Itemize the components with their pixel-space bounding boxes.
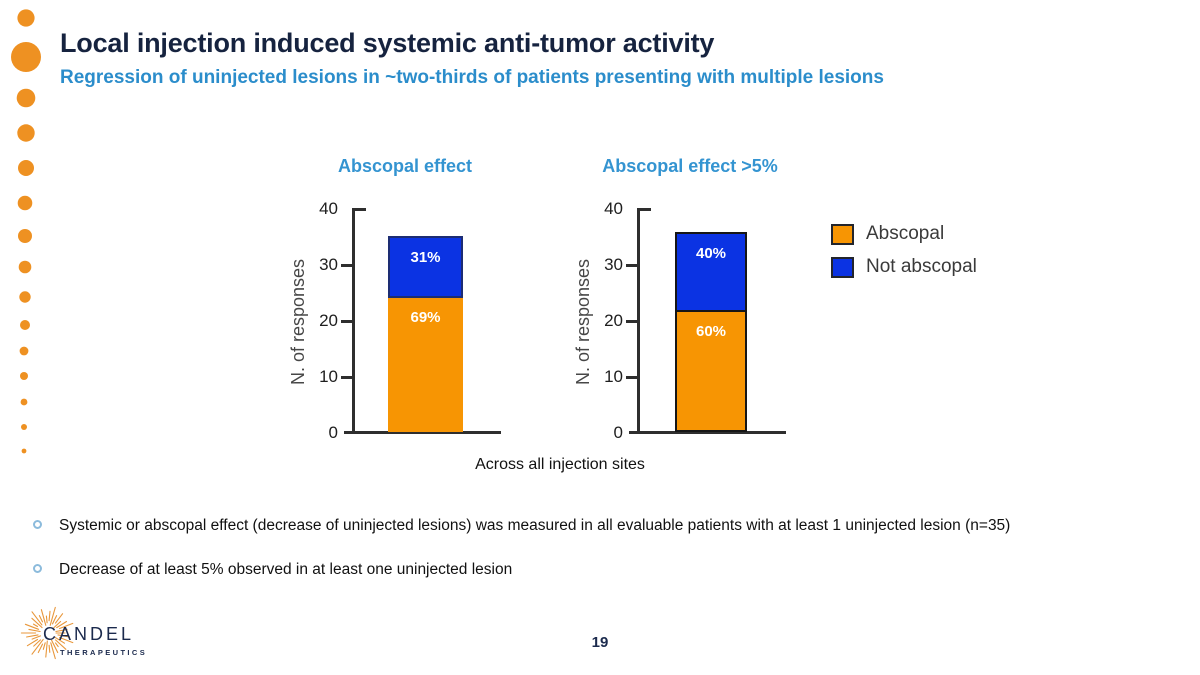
tick-label: 0 [613,423,623,442]
y-axis-line [352,209,355,434]
chart-title: Abscopal effect >5% [602,156,778,176]
tick-mark [341,375,352,379]
stacked-bar: 31% 69% [388,236,463,432]
tick-label: 20 [604,311,623,330]
segment-percent-label: 40% [695,245,727,262]
header: Local injection induced systemic anti-tu… [60,28,1160,89]
x-axis-line [344,431,501,434]
plot-area: N. of responses 40% 60% 0 10 20 30 40 [573,199,797,442]
legend-label: Abscopal [866,223,945,244]
tick-mark [341,319,352,323]
bullet-circle-icon [33,520,42,529]
bullet-list: Systemic or abscopal effect (decrease of… [33,516,1173,604]
tick-label: 0 [328,423,338,442]
legend-item-not-abscopal: Not abscopal [831,256,977,278]
tick-label: 30 [604,255,623,274]
tick-label: 30 [319,255,338,274]
page-number: 19 [591,634,609,651]
dot-rail-decoration [11,9,41,454]
tick-label: 10 [604,367,623,386]
chart-title: Abscopal effect [337,156,473,176]
legend-label: Not abscopal [866,256,977,277]
tick-label: 40 [604,199,623,218]
bar-segment-abscopal: 60% [677,312,745,430]
chart-abscopal-effect: Abscopal effect N. of responses 31% 69% 0… [285,156,525,456]
bar-segment-abscopal: 69% [388,298,463,432]
bar-segment-not-abscopal: 40% [677,234,745,312]
tick-mark [341,263,352,267]
y-axis-line [637,209,640,434]
tick-mark [626,319,637,323]
bullet-item: Decrease of at least 5% observed in at l… [33,560,1173,579]
legend-swatch-blue [831,256,854,278]
bullet-text: Systemic or abscopal effect (decrease of… [59,517,1011,534]
chart-legend: Abscopal Not abscopal [831,223,977,289]
segment-percent-label: 69% [410,309,441,326]
tick-label: 40 [319,199,338,218]
bullet-circle-icon [33,564,42,573]
page-title: Local injection induced systemic anti-tu… [60,28,715,58]
bullet-item: Systemic or abscopal effect (decrease of… [33,516,1173,535]
stacked-bar: 40% 60% [675,232,747,432]
bullet-text: Decrease of at least 5% observed in at l… [59,561,513,578]
segment-percent-label: 31% [410,249,441,266]
plot-area: N. of responses 31% 69% 0 10 20 30 40 [288,199,512,442]
axis-top-tick [637,208,651,211]
bar-segment-not-abscopal: 31% [388,236,463,298]
tick-mark [626,375,637,379]
legend-swatch-orange [831,223,854,245]
candel-therapeutics-logo: CANDEL THERAPEUTICS [20,606,147,660]
x-axis-line [629,431,786,434]
tick-mark [626,263,637,267]
axis-top-tick [352,208,366,211]
segment-percent-label: 60% [695,323,727,340]
tick-label: 10 [319,367,338,386]
chart-abscopal-effect-gt5: Abscopal effect >5% N. of responses 40% 6… [570,156,810,456]
page-subtitle: Regression of uninjected lesions in ~two… [60,67,884,88]
logo-sub-text: THERAPEUTICS [60,648,147,657]
legend-item-abscopal: Abscopal [831,223,977,245]
logo-name-text: CANDEL [43,624,134,644]
tick-label: 20 [319,311,338,330]
chart-caption: Across all injection sites [475,456,645,473]
